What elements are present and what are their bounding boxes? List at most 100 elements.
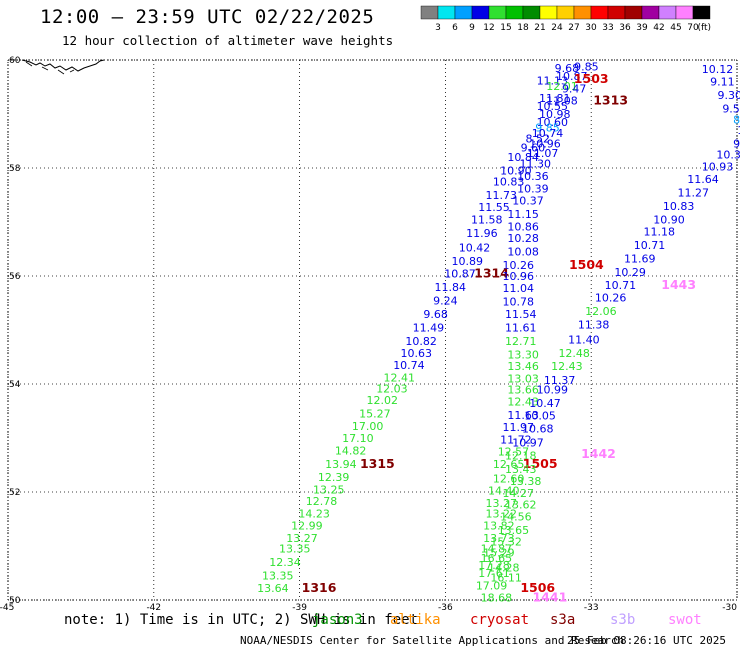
wave-height-value: 13.66 — [507, 383, 539, 396]
lon-tick-label: -42 — [146, 603, 161, 613]
wave-height-value: 12.02 — [366, 394, 398, 407]
wave-height-value: 10.42 — [459, 241, 491, 254]
wave-height-value: 16.11 — [490, 571, 522, 584]
orbit-number-label: 1506 — [520, 580, 555, 595]
wave-height-value: 9.5 — [733, 138, 740, 151]
wave-height-value: 12.57 — [498, 446, 530, 459]
color-scale-unit: (ft) — [697, 23, 711, 33]
wave-height-value: 8.9 — [733, 113, 740, 126]
wave-height-value: 10.82 — [405, 335, 437, 348]
wave-height-value: 13.35 — [262, 570, 294, 583]
wave-height-value: 13.73 — [483, 532, 515, 545]
wave-height-value: 10.37 — [512, 194, 544, 207]
orbit-number-label: 1314 — [474, 265, 509, 280]
wave-height-value: 11.18 — [643, 226, 675, 239]
wave-height-value: 10.87 — [556, 70, 588, 83]
page-title: 12:00 – 23:59 UTC 02/22/2025 — [40, 6, 375, 28]
wave-height-value: 10.78 — [503, 295, 535, 308]
wave-height-value: 9.47 — [562, 83, 587, 96]
lon-tick-label: -45 — [0, 603, 14, 613]
wave-height-value: 10.86 — [507, 220, 539, 233]
color-scale-label: 21 — [534, 23, 545, 33]
wave-height-value: 11.96 — [466, 227, 498, 240]
wave-height-value: 10.36 — [517, 170, 549, 183]
color-swatch — [454, 5, 473, 20]
color-swatch — [420, 5, 439, 20]
color-scale-label: 15 — [500, 23, 511, 33]
wave-height-value: 13.03 — [507, 373, 539, 386]
wave-height-value: 10.98 — [539, 108, 571, 121]
wave-height-value: 11.97 — [503, 421, 535, 434]
wave-height-value: 12.48 — [558, 347, 590, 360]
wave-height-value: 11.15 — [507, 208, 539, 221]
color-swatch — [607, 5, 626, 20]
wave-height-value: 13.64 — [257, 582, 289, 595]
wave-height-value: 12.43 — [551, 360, 583, 373]
map-frame — [7, 59, 738, 601]
lat-tick-label: 52 — [9, 488, 20, 498]
color-swatch — [556, 5, 575, 20]
color-swatch — [522, 5, 541, 20]
color-scale-label: 45 — [670, 23, 681, 33]
wave-height-value: 12.03 — [376, 382, 408, 395]
wave-height-value: 11.69 — [624, 253, 656, 266]
wave-height-value: 10.83 — [663, 200, 695, 213]
orbit-number-label: 1316 — [302, 580, 337, 595]
orbit-number-label: 1505 — [523, 456, 558, 471]
orbit-number-label: 1504 — [569, 257, 604, 272]
color-scale-label: 12 — [483, 23, 494, 33]
wave-height-value: 17.09 — [476, 579, 508, 592]
color-scale-label: 18 — [517, 23, 529, 33]
color-swatch — [488, 5, 507, 20]
wave-height-value: 12.99 — [291, 519, 323, 532]
wave-height-value: 10.89 — [452, 255, 484, 268]
wave-height-value: 12.71 — [505, 335, 537, 348]
wave-height-value: 10.71 — [634, 239, 666, 252]
wave-height-value: 12.34 — [269, 556, 301, 569]
wave-height-value: 13.46 — [507, 360, 539, 373]
wave-height-value: 14.40 — [488, 484, 520, 497]
satellite-jason3: jason3 — [312, 612, 363, 628]
map-grid — [7, 59, 738, 601]
wave-height-value: 10.47 — [529, 397, 561, 410]
wave-height-value: 10.39 — [517, 183, 549, 196]
wave-height-value: 12.39 — [318, 471, 350, 484]
wave-height-value: 9.30 — [717, 89, 740, 102]
satellite-swot: swot — [668, 612, 702, 628]
wave-height-value: 13.35 — [279, 543, 311, 556]
wave-height-value: 10.87 — [444, 267, 476, 280]
wave-height-value: 13.22 — [486, 508, 518, 521]
wave-height-value: 13.82 — [483, 519, 515, 532]
color-swatch — [471, 5, 490, 20]
lat-tick-label: 54 — [9, 380, 21, 390]
lon-tick-label: -39 — [292, 603, 307, 613]
wave-height-value: 9.11 — [710, 76, 735, 89]
lat-tick-label: 56 — [9, 272, 21, 282]
wave-height-value: 11.37 — [544, 374, 576, 387]
color-swatch — [539, 5, 558, 20]
wave-height-value: 12.43 — [507, 395, 539, 408]
color-scale-label: 6 — [452, 23, 458, 33]
wave-height-value: 10.90 — [500, 165, 532, 178]
wave-height-value: 11.40 — [568, 334, 600, 347]
orbit-number-label: 1441 — [532, 589, 567, 604]
wave-height-value: 11.55 — [478, 201, 510, 214]
color-swatch — [573, 5, 592, 20]
wave-height-value: 11.30 — [520, 158, 552, 171]
wave-height-value: 10.74 — [393, 359, 425, 372]
wave-height-value: 10.71 — [605, 279, 637, 292]
wave-height-value: 17.00 — [352, 420, 384, 433]
lat-tick-label: 50 — [9, 596, 21, 606]
wave-height-value: 14.56 — [500, 510, 532, 523]
lat-tick-label: 58 — [9, 164, 21, 174]
wave-height-value: 9.85 — [574, 60, 599, 73]
lon-tick-label: -30 — [722, 603, 737, 613]
wave-height-value: 10.26 — [503, 259, 535, 272]
wave-height-value: 8.52 — [525, 132, 550, 145]
color-scale-label: 3 — [435, 23, 441, 33]
wave-height-value: 11.72 — [500, 434, 532, 447]
satellite-cryosat: cryosat — [470, 612, 530, 628]
lon-tick-label: -33 — [584, 603, 599, 613]
